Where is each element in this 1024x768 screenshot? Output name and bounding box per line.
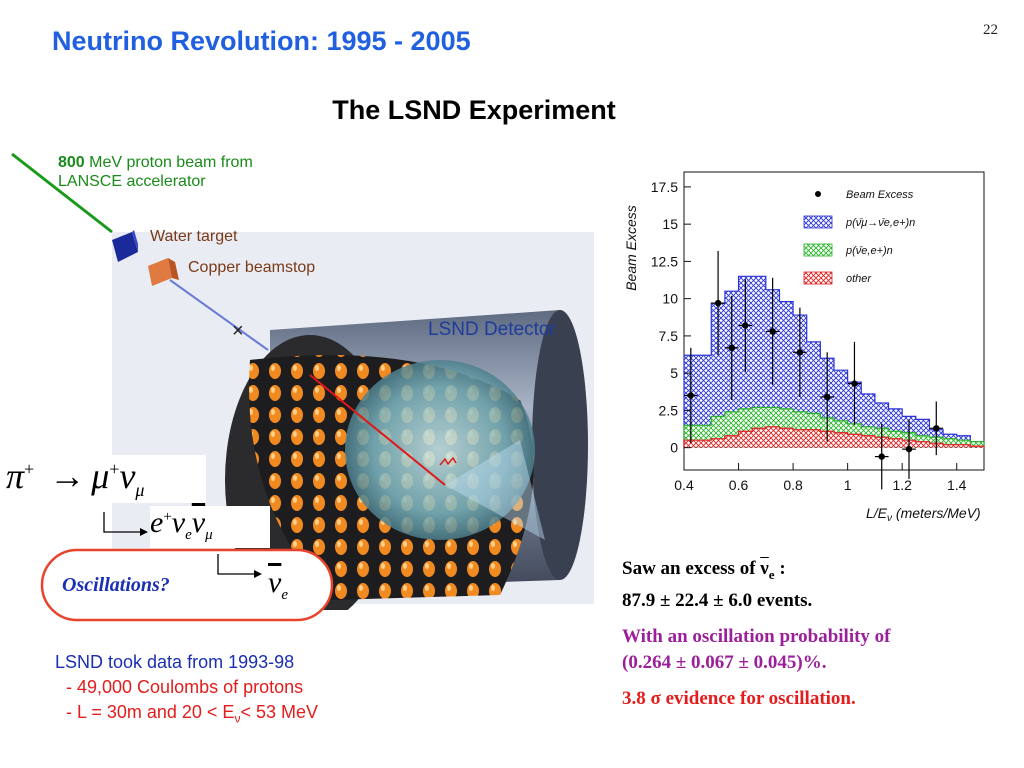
nue-bar-symbol: νe	[268, 566, 288, 603]
evidence-line: 3.8 σ evidence for oscillation.	[622, 687, 856, 709]
x-tick-label-5: 1.4	[947, 477, 967, 493]
slide-subtitle: The LSND Experiment	[332, 95, 616, 125]
data-point-10	[933, 425, 940, 432]
data-point-6	[823, 393, 831, 401]
data-point-3	[742, 322, 749, 329]
data-point-5	[796, 349, 804, 356]
hist-bar-2-16	[915, 441, 930, 448]
x-tick-label-3: 1	[844, 477, 852, 493]
hist-bar-2-8	[806, 429, 821, 448]
hist-bar-2-4	[752, 428, 766, 448]
summary-text: Saw an excess of νe : 87.9 ± 22.4 ± 6.0 …	[622, 556, 1022, 712]
lsnd-info-head: LSND took data from 1993-98	[55, 652, 295, 672]
detector-diagram: ×	[11, 152, 594, 610]
y-tick-label-2: 5	[670, 365, 678, 381]
oscillations-oval	[40, 548, 334, 622]
legend-label-1: p(ν̄e,e+)n	[845, 245, 893, 257]
data-point-9	[905, 445, 913, 453]
lsnd-info-item-2: - L = 30m and 20 < Eν< 53 MeV	[66, 702, 318, 726]
hist-bar-2-6	[779, 428, 794, 448]
y-tick-label-5: 12.5	[651, 253, 678, 269]
hist-bar-1-20	[970, 441, 984, 448]
hist-bar-2-19	[956, 444, 971, 448]
data-point-7	[851, 380, 858, 387]
y-tick-label-0: 0	[670, 440, 678, 456]
copper-beamstop-icon	[148, 258, 179, 286]
hist-bar-2-7	[793, 429, 807, 448]
x-tick-label-1: 0.6	[729, 477, 749, 493]
legend-beam-excess-marker	[815, 191, 821, 197]
cross-mark-icon: ×	[232, 320, 244, 342]
water-target-icon	[112, 230, 138, 262]
hist-bar-2-18	[943, 444, 957, 448]
data-point-4	[769, 328, 776, 335]
data-point-8	[878, 453, 885, 460]
neutrino-path	[169, 279, 269, 351]
data-point-1	[714, 299, 722, 307]
legend-swatch-0	[803, 215, 833, 229]
y-tick-label-1: 2.5	[659, 402, 679, 418]
decay-arrow-1	[103, 512, 148, 536]
beamstop-label: Copper beamstop	[188, 259, 316, 276]
lsnd-info-item-1: - 49,000 Coulombs of protons	[66, 677, 304, 697]
chart-frame	[683, 171, 985, 471]
probability-line-2: (0.264 ± 0.067 ± 0.045)%.	[622, 651, 827, 673]
legend-label-0: p(ν̄μ→ν̄e,e+)n	[845, 217, 915, 229]
excess-line: Saw an excess of νe :	[622, 558, 786, 582]
legend-label-2: other	[846, 273, 872, 285]
data-point-2	[728, 344, 735, 352]
y-tick-label-3: 7.5	[659, 328, 679, 344]
detector-end-cap	[532, 310, 588, 580]
x-tick-label-4: 1.2	[892, 477, 912, 493]
hist-bar-2-5	[765, 426, 780, 448]
hist-bar-2-12	[861, 435, 875, 448]
hist-bar-2-0	[684, 440, 712, 448]
water-target-label: Water target	[150, 228, 238, 245]
y-tick-label-7: 17.5	[651, 179, 678, 195]
hist-bar-0-4	[752, 276, 766, 448]
legend-swatch-1	[803, 243, 833, 257]
x-tick-label-2: 0.8	[783, 477, 803, 493]
hist-bar-2-10	[834, 432, 848, 448]
chart-plot-area: 0 2.5 5 7.5 10 12.5 15 17.5 0.4 0.6 0.8 1 1.2 1.4 Beam…	[651, 171, 985, 493]
detector-interior	[345, 360, 535, 540]
hist-bar-0-1	[711, 303, 725, 448]
proton-beam-line	[11, 152, 113, 234]
gamma-squiggle-icon	[439, 456, 457, 466]
hist-bar-1-19	[956, 440, 971, 448]
probability-line-1: With an oscillation probability of	[622, 625, 891, 647]
lsnd-info: LSND took data from 1993-98 - 49,000 Cou…	[55, 650, 318, 732]
data-point-0	[687, 392, 695, 399]
x-tick-label-0: 0.4	[674, 477, 694, 493]
slide-title: Neutrino Revolution: 1995 - 2005	[52, 26, 471, 56]
page-number: 22	[983, 22, 998, 38]
chart-x-axis-label: L/Eν (meters/MeV)	[866, 505, 981, 524]
y-tick-label-6: 15	[662, 216, 678, 232]
y-tick-label-4: 10	[662, 291, 678, 307]
hist-bar-1-18	[943, 438, 957, 448]
hist-bar-2-2	[724, 435, 739, 448]
hist-bar-2-20	[970, 446, 984, 448]
legend-beam-excess-label: Beam Excess	[846, 189, 914, 201]
hist-outline-0	[683, 275, 985, 448]
beam-label: 800 MeV proton beam from LANSCE accelera…	[58, 154, 253, 190]
events-line: 87.9 ± 22.4 ± 6.0 events.	[622, 589, 813, 611]
pion-decay-equation: π+ → μ+νμ	[6, 455, 206, 503]
detector-label: LSND Detector	[428, 319, 556, 340]
chart-y-axis-label: Beam Excess	[623, 205, 639, 291]
hist-bar-2-11	[847, 434, 862, 448]
hist-bar-2-3	[738, 431, 753, 448]
hist-bar-2-14	[888, 438, 903, 448]
beam-excess-chart: 0 2.5 5 7.5 10 12.5 15 17.5 0.4 0.6 0.8 1 1.2 1.4 Beam…	[623, 171, 985, 524]
hist-bar-2-1	[711, 438, 725, 448]
cherenkov-cone	[445, 440, 545, 540]
muon-decay-equation: e+νeνμ	[150, 506, 270, 548]
legend-swatch-2	[803, 271, 833, 285]
particle-track	[309, 374, 446, 486]
hist-outline-1	[683, 406, 985, 448]
oscillations-label: Oscillations?	[62, 574, 170, 596]
hist-outline-2	[683, 426, 985, 448]
